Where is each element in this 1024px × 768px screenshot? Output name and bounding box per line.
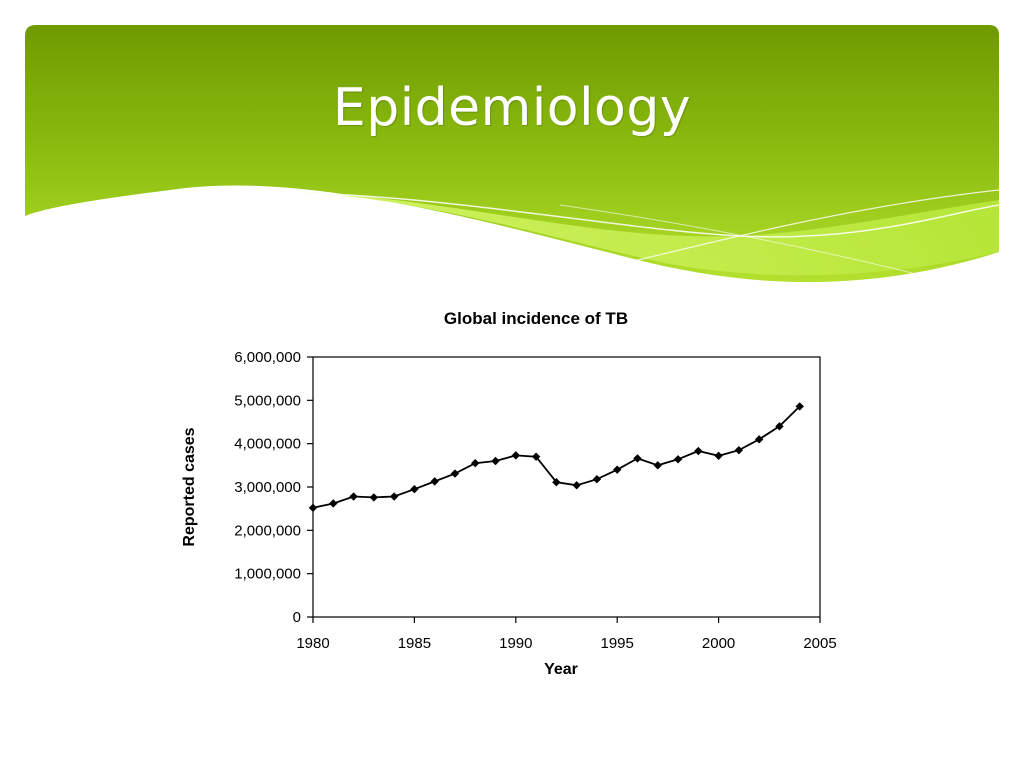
data-point-1989 (491, 456, 500, 466)
series-line (312, 405, 801, 509)
x-tick-label: 2000 (702, 635, 735, 652)
data-point-1980 (308, 503, 318, 512)
data-point-2002 (754, 435, 764, 444)
x-tick-label: 1995 (601, 635, 634, 652)
y-tick-label: 6,000,000 (234, 349, 301, 366)
data-point-1986 (430, 477, 439, 486)
banner-wave-line (259, 192, 1000, 238)
x-tick-label: 1990 (499, 635, 532, 652)
x-tick-label: 1985 (398, 635, 431, 652)
data-point-2001 (734, 445, 744, 455)
y-tick-label: 0 (293, 609, 301, 626)
data-point-2000 (714, 451, 723, 460)
data-point-1990 (511, 451, 520, 460)
banner-wave (300, 192, 999, 276)
chart-title: Global incidence of TB (444, 309, 628, 328)
y-tick-label: 3,000,000 (234, 479, 301, 496)
banner-wave-line (629, 189, 1000, 263)
data-point-1992 (552, 478, 561, 487)
data-point-1997 (653, 461, 662, 470)
data-point-1998 (673, 455, 683, 464)
banner-background (25, 25, 999, 283)
y-tick-label: 2,000,000 (234, 522, 301, 539)
plot-area (312, 356, 821, 618)
y-tick-label: 5,000,000 (234, 392, 301, 409)
data-point-1991 (531, 452, 541, 461)
data-point-1996 (633, 454, 642, 463)
y-axis-title: Reported cases (181, 427, 198, 546)
data-point-2004 (795, 402, 804, 411)
data-point-1993 (572, 481, 581, 490)
data-point-2003 (775, 422, 784, 431)
y-axis: 0 1,000,000 2,000,000 3,000,000 4,000,000 5,0… (234, 349, 313, 626)
data-point-1984 (389, 492, 399, 501)
y-tick-label: 1,000,000 (234, 566, 301, 583)
banner-wave-line (559, 204, 921, 276)
data-point-1988 (471, 458, 480, 468)
data-point-1981 (329, 499, 338, 508)
data-point-1999 (694, 446, 703, 456)
x-axis-title: Year (544, 661, 578, 678)
series-reported-cases (308, 402, 804, 512)
data-point-1982 (349, 492, 358, 501)
title-banner (25, 25, 1000, 283)
x-tick-label: 1980 (296, 635, 329, 652)
y-tick-label: 4,000,000 (234, 436, 301, 453)
data-point-1995 (613, 465, 622, 474)
data-point-1983 (369, 493, 379, 502)
data-point-1994 (592, 475, 602, 484)
slide-title: Epidemiology (332, 78, 692, 138)
data-point-1987 (450, 469, 460, 478)
data-point-1985 (410, 484, 419, 494)
x-tick-label: 2005 (803, 635, 836, 652)
x-axis: 1980 1985 1990 1995 2000 2005 (296, 617, 837, 652)
